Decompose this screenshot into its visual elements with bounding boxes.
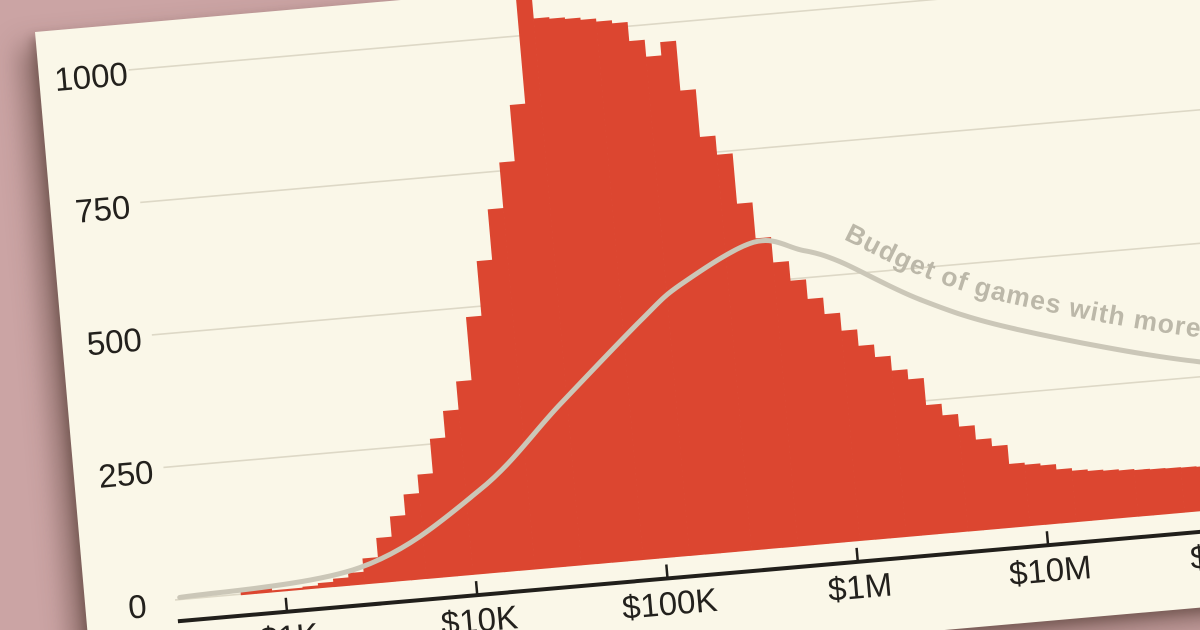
histogram-bar bbox=[611, 22, 675, 559]
y-tick-label-750: 750 bbox=[74, 188, 132, 230]
x-tick-label-$100K: $100K bbox=[621, 581, 719, 626]
histogram-bar bbox=[736, 202, 783, 550]
x-tick-$10K bbox=[474, 581, 479, 595]
y-tick-label-250: 250 bbox=[97, 453, 155, 495]
x-tick-$100K bbox=[665, 564, 669, 579]
histogram-bar bbox=[465, 315, 505, 574]
histogram-bar bbox=[1118, 469, 1139, 519]
x-axis-line bbox=[177, 514, 1200, 624]
y-tick-label-0: 0 bbox=[127, 587, 149, 625]
histogram-bar bbox=[1149, 467, 1170, 516]
histogram-bar bbox=[287, 587, 304, 592]
histogram-bar bbox=[942, 414, 969, 533]
y-tick-label-500: 500 bbox=[85, 321, 143, 363]
histogram-bar bbox=[699, 135, 752, 552]
histogram-bar bbox=[907, 377, 938, 536]
histogram-bar bbox=[772, 261, 814, 547]
budget-histogram-chart: 0 250 500 750 1000 Budget of games with more… bbox=[53, 0, 1200, 630]
histogram-bar bbox=[790, 279, 830, 546]
histogram-bar bbox=[807, 297, 845, 544]
histogram-bar bbox=[660, 40, 721, 555]
x-tick-label-$10M: $10M bbox=[1008, 548, 1093, 592]
histogram-bar bbox=[376, 536, 396, 584]
x-tick-$1K bbox=[284, 597, 289, 612]
x-tick-label-$1M: $1M bbox=[826, 565, 893, 607]
chart-card: 0 250 500 750 1000 Budget of games with more… bbox=[35, 0, 1200, 630]
histogram-bar bbox=[824, 312, 861, 543]
x-tick-$1M bbox=[855, 547, 860, 562]
histogram-bar bbox=[1102, 469, 1123, 520]
x-tick-label-$1K: $1K bbox=[258, 616, 320, 630]
y-axis-labels: 0 250 500 750 1000 bbox=[53, 55, 155, 626]
gridline-750 bbox=[140, 97, 1200, 204]
histogram-bar bbox=[332, 577, 350, 588]
histogram-bar bbox=[1040, 464, 1062, 525]
histogram-bar bbox=[580, 18, 644, 562]
histogram-bar bbox=[891, 369, 922, 537]
x-axis-labels: $1K $10K $100K $1M $10M $100M bbox=[258, 531, 1200, 630]
histogram-bar bbox=[596, 20, 659, 561]
histogram-bar bbox=[456, 380, 489, 575]
histogram-bar bbox=[476, 259, 520, 573]
histogram-bar bbox=[1165, 467, 1185, 514]
histogram-bar bbox=[925, 403, 953, 535]
y-tick-label-1000: 1000 bbox=[53, 55, 129, 98]
histogram-bar bbox=[317, 581, 335, 589]
histogram-bar bbox=[442, 409, 474, 577]
x-tick-label-$100M: $100M bbox=[1189, 531, 1200, 577]
histogram-bar bbox=[1024, 463, 1046, 527]
x-axis-ticks bbox=[284, 531, 1050, 612]
histogram-bar bbox=[679, 89, 737, 554]
histogram-bar bbox=[958, 425, 984, 532]
histogram-bar bbox=[549, 17, 613, 565]
histogram-bar bbox=[1056, 468, 1077, 524]
histogram-bar bbox=[858, 344, 891, 540]
histogram-bar bbox=[515, 0, 582, 567]
histogram-bar bbox=[645, 55, 706, 556]
histogram-bar bbox=[841, 329, 876, 542]
histogram-bar bbox=[429, 437, 458, 578]
histogram-bar bbox=[564, 17, 628, 563]
histogram-bar bbox=[487, 208, 536, 571]
histogram-bar bbox=[1071, 469, 1093, 523]
histogram-bar bbox=[1180, 466, 1200, 513]
histogram-bar bbox=[755, 237, 799, 548]
x-tick-label-$10K: $10K bbox=[439, 598, 519, 630]
x-tick-$10M bbox=[1045, 531, 1050, 545]
histogram-bar bbox=[509, 103, 567, 569]
histogram-bar bbox=[1134, 468, 1154, 517]
trend-curve bbox=[177, 238, 1200, 600]
gridline-1000 bbox=[128, 0, 1200, 71]
histogram-bar bbox=[874, 355, 907, 539]
histogram-bar bbox=[417, 473, 443, 579]
histogram-bar bbox=[271, 589, 288, 593]
histogram-bar bbox=[348, 571, 365, 586]
histogram-bar bbox=[302, 585, 319, 590]
histogram-bar bbox=[1087, 469, 1108, 521]
histogram-bar bbox=[1008, 462, 1031, 528]
histogram-bar bbox=[533, 17, 598, 566]
curve-annotation-label: Budget of games with more bbox=[839, 188, 1200, 374]
histogram-bar bbox=[499, 161, 551, 570]
